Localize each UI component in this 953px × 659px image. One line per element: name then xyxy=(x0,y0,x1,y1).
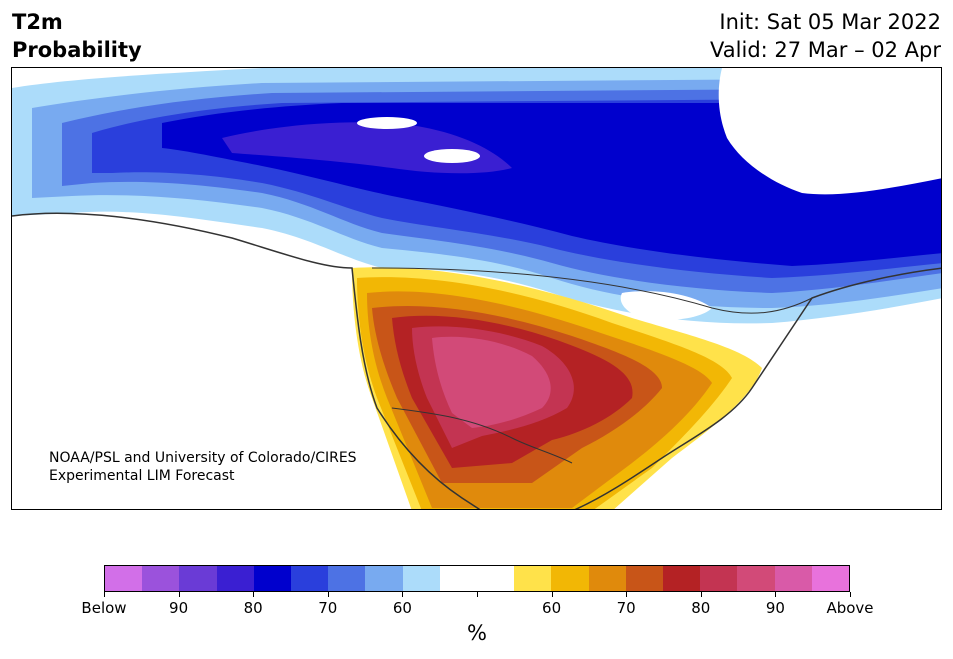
colorbar xyxy=(104,565,850,592)
colorbar-segment xyxy=(737,566,775,591)
colorbar-segment xyxy=(253,566,292,591)
colorbar-segment xyxy=(216,566,254,591)
colorbar-segment xyxy=(663,566,701,591)
colorbar-tick xyxy=(402,592,404,597)
colorbar-tick xyxy=(850,592,851,597)
great-lakes xyxy=(620,291,712,320)
title-line-2: Probability xyxy=(12,38,142,62)
colorbar-tick-label: 90 xyxy=(765,599,785,617)
credit-line-1: NOAA/PSL and University of Colorado/CIRE… xyxy=(49,450,357,466)
colorbar-tick-label: Above xyxy=(826,599,874,617)
colorbar-tick xyxy=(178,592,180,597)
colorbar-segment xyxy=(625,566,664,591)
valid-date: Valid: 27 Mar – 02 Apr xyxy=(710,38,941,62)
colorbar-tick xyxy=(700,592,702,597)
colorbar-segment xyxy=(588,566,626,591)
colorbar-tick-label: 60 xyxy=(542,599,562,617)
country-border xyxy=(371,267,813,314)
title-line-1: T2m xyxy=(12,10,63,34)
credit-line-2: Experimental LIM Forecast xyxy=(49,468,235,484)
colorbar-tick xyxy=(626,592,628,597)
colorbar-segment xyxy=(402,566,440,591)
great-slave-lake xyxy=(357,117,417,129)
colorbar-tick xyxy=(253,592,255,597)
colorbar-segment xyxy=(514,566,552,591)
colorbar-tick xyxy=(551,592,553,597)
colorbar-segment xyxy=(439,566,478,591)
colorbar-segment xyxy=(105,566,143,591)
colorbar-segment xyxy=(291,566,329,591)
colorbar-segment xyxy=(179,566,217,591)
colorbar-tick-label: 90 xyxy=(169,599,189,617)
colorbar-segment xyxy=(365,566,403,591)
great-bear-lake xyxy=(424,149,480,163)
colorbar-unit: % xyxy=(467,621,487,645)
colorbar-segment xyxy=(328,566,366,591)
colorbar-tick-label: 70 xyxy=(616,599,636,617)
colorbar-tick xyxy=(327,592,329,597)
colorbar-tick xyxy=(775,592,777,597)
credit-text: NOAA/PSL and University of Colorado/CIRE… xyxy=(49,449,357,485)
colorbar-tick xyxy=(104,592,105,597)
map-canvas xyxy=(12,68,941,509)
colorbar-segment xyxy=(811,566,850,591)
mexico-border xyxy=(391,407,573,464)
colorbar-tick-label: 70 xyxy=(318,599,338,617)
coastline xyxy=(12,212,941,509)
colorbar-tick-label: 80 xyxy=(691,599,711,617)
colorbar-tick xyxy=(477,592,478,597)
hudson-bay xyxy=(718,68,941,195)
init-date: Init: Sat 05 Mar 2022 xyxy=(719,10,941,34)
colorbar-segment xyxy=(700,566,738,591)
colorbar-segment xyxy=(477,566,515,591)
forecast-dates: Init: Sat 05 Mar 2022 Valid: 27 Mar – 02… xyxy=(710,8,941,64)
colorbar-segment xyxy=(774,566,812,591)
warm-band-90 xyxy=(432,336,551,428)
colorbar-segment xyxy=(142,566,180,591)
map-title: T2m Probability xyxy=(12,8,142,64)
probability-map xyxy=(11,67,942,510)
colorbar-tick-label: 60 xyxy=(392,599,412,617)
colorbar-segment xyxy=(551,566,589,591)
colorbar-tick-label: Below xyxy=(81,599,127,617)
colorbar-tick-label: 80 xyxy=(243,599,263,617)
